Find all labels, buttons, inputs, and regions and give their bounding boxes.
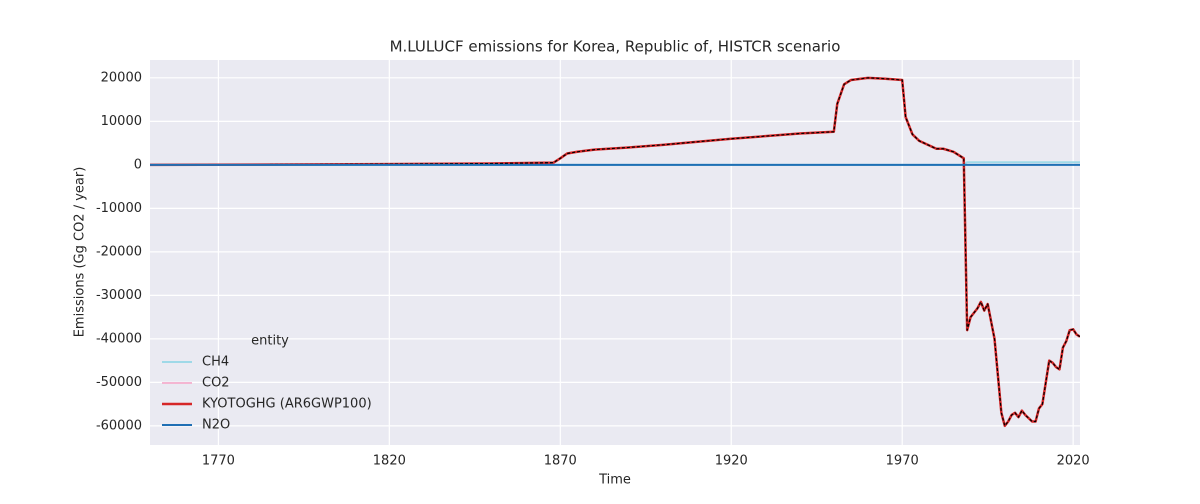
y-tick-label: -40000 [96,331,142,346]
x-tick-label: 1870 [544,454,577,469]
y-tick-label: -20000 [96,244,142,259]
x-axis-label: Time [598,473,631,488]
y-tick-label: 20000 [101,70,142,85]
x-tick-label: 2020 [1057,454,1090,469]
legend-title: entity [251,334,289,349]
y-tick-label: -50000 [96,375,142,390]
legend-label: CO2 [202,376,230,391]
y-tick-label: -30000 [96,288,142,303]
x-tick-label: 1970 [886,454,919,469]
chart-title: M.LULUCF emissions for Korea, Republic o… [390,38,841,56]
x-tick-label: 1920 [715,454,748,469]
legend-label: CH4 [202,355,229,370]
y-axis-label: Emissions (Gg CO2 / year) [73,167,88,338]
y-tick-label: 0 [134,157,142,172]
y-tick-label: -60000 [96,418,142,433]
plot-area [150,60,1080,445]
y-tick-label: -10000 [96,201,142,216]
x-tick-label: 1820 [373,454,406,469]
legend-label: KYOTOGHG (AR6GWP100) [202,397,372,412]
series-dash [150,77,1080,427]
y-tick-label: 10000 [101,114,142,129]
x-tick-label: 1770 [202,454,235,469]
legend-label: N2O [202,418,230,433]
